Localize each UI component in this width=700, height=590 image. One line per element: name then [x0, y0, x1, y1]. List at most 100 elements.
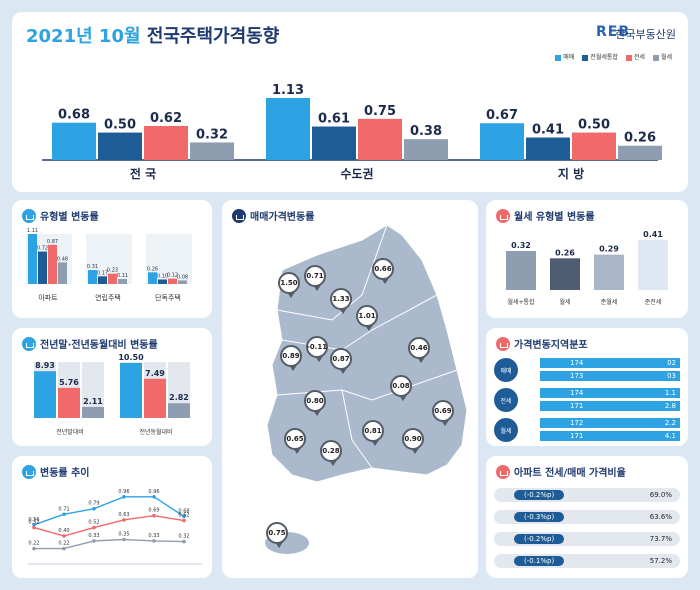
- data-label: 8.93: [35, 361, 55, 370]
- data-label: 0.29: [599, 245, 619, 254]
- legend-swatch: [582, 54, 589, 61]
- legend-item: 매매: [555, 52, 574, 61]
- data-point: [152, 539, 156, 543]
- ratio-card: 아파트 전세/매매 가격비율 (-0.2%p) 69.0% (-0.3%p) 6…: [486, 456, 688, 578]
- map-pin: 0.65: [284, 428, 306, 454]
- legend-label: 전세: [633, 54, 645, 61]
- pin-value: 0.28: [322, 447, 340, 455]
- map-pin: 0.87: [330, 348, 352, 374]
- pin-value: 1.01: [358, 312, 376, 320]
- data-label: 2.11: [83, 397, 103, 406]
- data-point: [122, 537, 126, 542]
- dist-bar: 173 03: [540, 371, 680, 381]
- pin-value: 0.65: [286, 435, 304, 443]
- bar: [98, 132, 142, 160]
- data-label: 0.50: [104, 118, 136, 133]
- data-label: 0.32: [196, 127, 228, 142]
- main-legend: 매매 전월세통합 전세 월세: [555, 52, 672, 61]
- pin-value: 0.87: [332, 355, 350, 363]
- bar: [148, 272, 157, 284]
- ratio-row: (-0.2%p) 73.7%: [494, 532, 680, 546]
- rent-title: 월세 유형별 변동률: [496, 208, 595, 223]
- rent-card: 월세 유형별 변동률 0.32 월세+통합 0.26 월세 0.29 준월세 0.41 준전세: [486, 200, 688, 318]
- bar: [88, 270, 97, 284]
- data-point: [122, 495, 126, 499]
- bar: [358, 118, 402, 160]
- dist-a: 173: [570, 372, 584, 380]
- bar: [190, 142, 234, 160]
- legend-label: 월세: [660, 54, 672, 61]
- data-label: 0.35: [118, 532, 129, 538]
- dist-a: 174: [570, 389, 584, 397]
- bar: [312, 126, 356, 160]
- data-point: [92, 506, 96, 511]
- data-point: [92, 525, 96, 530]
- chart-icon: [496, 336, 510, 351]
- data-label: 0.22: [28, 541, 39, 547]
- legend-swatch: [555, 54, 562, 61]
- agency-name: 한국부동산원: [615, 28, 676, 41]
- map-pin: 0.66: [372, 258, 394, 284]
- series-line: [33, 514, 185, 537]
- bar: [58, 387, 80, 418]
- bar: [58, 262, 67, 284]
- data-label: 0.96: [118, 489, 129, 495]
- dist-bar: 174 1.1: [540, 388, 680, 398]
- pin-value: -0.11: [306, 343, 328, 351]
- type-card: 유형별 변동률 1.11 0.72 0.87 0.48 아파트 0.31 0.17 0.23 0…: [12, 200, 212, 318]
- data-label: 0.26: [147, 266, 158, 272]
- map-title: 매매가격변동률: [232, 208, 314, 223]
- legend-label: 매매: [563, 54, 575, 61]
- dist-a: 171: [570, 432, 584, 440]
- logo-text: REB: [595, 24, 630, 40]
- dist-title-text: 가격변동지역분포: [514, 340, 588, 351]
- bar: [168, 278, 177, 284]
- dist-b: 2.2: [664, 419, 676, 427]
- ratio-value: 63.6%: [649, 513, 672, 521]
- title-year: 2021년 10월: [26, 26, 141, 47]
- dist-card: 가격변동지역분포 매매 전세 월세 174 02 173 03 174 1.1 171…: [486, 328, 688, 446]
- chart-icon: [496, 464, 510, 479]
- pin-value: 1.33: [332, 295, 350, 303]
- data-label: 0.32: [511, 241, 531, 250]
- main-bar-chart: 0.68 0.50 0.62 0.32 전 국 1.13 0.61 0.75 0.38 수도권 0.…: [42, 83, 662, 181]
- data-point: [32, 546, 36, 551]
- data-label: 0.96: [148, 489, 159, 495]
- category-label: 단독주택: [155, 293, 181, 302]
- data-label: 0.48: [57, 256, 68, 262]
- ratio-value: 69.0%: [649, 491, 672, 499]
- data-label: 0.67: [486, 108, 518, 123]
- yoy-title: 전년말·전년동월대비 변동률: [22, 336, 158, 351]
- dist-b: 2.8: [664, 402, 676, 410]
- category-label: 월세: [559, 298, 570, 306]
- data-label: 0.08: [177, 274, 188, 280]
- trend-title: 변동률 추이: [22, 464, 89, 479]
- data-label: 0.33: [148, 533, 159, 539]
- ratio-change: (-0.3%p): [514, 512, 565, 522]
- bar: [144, 125, 188, 160]
- bar: [480, 123, 524, 160]
- ratio-title-text: 아파트 전세/매매 가격비율: [514, 468, 626, 479]
- bar: [638, 240, 668, 290]
- category-label: 전 국: [130, 166, 156, 181]
- map-pin: 0.89: [280, 345, 302, 371]
- data-label: 0.68: [178, 508, 189, 514]
- trend-card: 변동률 추이 0.56 0.71 0.79 0.96 0.96 0.68 0.52 0.40 0…: [12, 456, 212, 578]
- legend-item: 월세: [652, 52, 672, 61]
- data-point: [182, 514, 186, 519]
- category-label: 전년동월대비: [139, 428, 172, 436]
- ratio-title: 아파트 전세/매매 가격비율: [496, 464, 626, 479]
- yoy-bar-chart: 8.93 5.76 2.11 전년말대비 10.507.49 2.82 전년동월대비: [34, 353, 190, 436]
- data-label: 0.62: [150, 111, 182, 126]
- agency-logo: REB: [596, 24, 630, 40]
- category-label: 월세+통합: [507, 298, 535, 306]
- category-label: 아파트: [38, 293, 58, 302]
- dist-b: 03: [667, 372, 676, 380]
- trend-line-chart: 0.56 0.71 0.79 0.96 0.96 0.68 0.52 0.40 0.52 0.63…: [28, 489, 202, 565]
- pin-value: 1.50: [280, 279, 298, 287]
- map-pin: 1.50: [278, 272, 300, 298]
- yoy-title-text: 전년말·전년동월대비 변동률: [40, 340, 158, 351]
- pin-value: 0.90: [404, 435, 422, 443]
- dist-a: 171: [570, 402, 584, 410]
- data-label: 0.52: [28, 520, 39, 526]
